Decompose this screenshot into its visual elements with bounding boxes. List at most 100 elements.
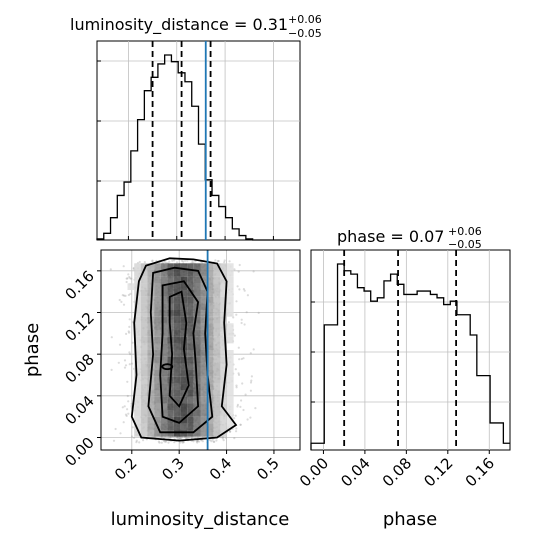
density-2d-cell <box>213 370 221 377</box>
density-2d-sample-point <box>237 373 241 376</box>
density-2d-cell <box>220 283 227 290</box>
density-2d-cell <box>213 416 221 424</box>
density-2d-sample-point <box>191 260 194 263</box>
density-2d-cell <box>147 356 154 364</box>
density-2d-cell <box>167 263 174 270</box>
title-phase: phase = 0.07 <box>337 227 444 246</box>
density-2d-cell <box>220 310 227 317</box>
density-2d-cell <box>154 370 161 377</box>
density-2d-cell <box>200 410 208 417</box>
density-2d-cell <box>227 270 234 277</box>
density-2d-sample-point <box>240 321 243 325</box>
density-2d-cell <box>147 396 154 404</box>
density-2d-cell <box>154 290 161 297</box>
density-2d-sample-point <box>165 440 168 443</box>
density-2d-sample-point <box>128 331 131 334</box>
density-2d-sample-point <box>120 300 123 303</box>
density-2d-cell <box>127 283 135 290</box>
density-2d-cell <box>213 276 221 284</box>
density-2d-cell <box>134 430 141 437</box>
density-2d-sample-point <box>249 381 253 384</box>
density-2d-cell <box>154 276 161 284</box>
density-2d-cell <box>187 323 194 330</box>
density-2d-cell <box>147 403 154 410</box>
density-2d-cell <box>200 283 208 290</box>
density-2d-cell <box>193 316 201 324</box>
density-2d-sample-point <box>130 277 133 280</box>
density-2d-cell <box>154 263 161 270</box>
density-2d-sample-point <box>216 259 219 263</box>
density-2d-cell <box>167 290 174 297</box>
density-2d-ytick-label: 0.08 <box>61 350 97 386</box>
density-2d-cell <box>207 336 214 344</box>
density-2d-sample-point <box>223 259 226 262</box>
density-2d-cell <box>160 323 168 330</box>
density-2d-cell <box>227 376 234 384</box>
density-2d-cell <box>160 416 168 424</box>
density-2d-cell <box>220 330 227 337</box>
density-2d-xtick-label: 0.3 <box>158 454 188 484</box>
title-phase-plus: +0.06 <box>448 225 482 238</box>
density-2d-sample-point <box>221 437 224 440</box>
density-2d-sample-point <box>236 403 239 406</box>
density-2d-cell <box>207 330 214 337</box>
density-2d-sample-point <box>122 421 125 424</box>
density-2d-cell <box>140 390 148 397</box>
density-2d-sample-point <box>182 260 185 263</box>
density-2d-cell <box>134 310 141 317</box>
density-2d-cell <box>147 430 154 437</box>
density-2d-cell <box>174 350 181 357</box>
density-2d-cell <box>160 316 168 324</box>
density-2d-cell <box>187 296 194 304</box>
density-2d-xtick-label: 0.4 <box>206 454 236 484</box>
density-2d-sample-point <box>214 259 217 262</box>
density-2d-cell <box>213 403 221 410</box>
density-2d-cell <box>200 263 208 270</box>
density-2d-sample-point <box>184 436 187 439</box>
density-2d-cell <box>174 303 181 310</box>
density-2d-sample-point <box>114 427 117 431</box>
density-2d-cell <box>167 430 174 437</box>
density-2d-cell <box>167 396 174 404</box>
density-2d-cell <box>160 296 168 304</box>
density-2d-cell <box>200 310 208 317</box>
density-2d-cell <box>220 263 227 270</box>
density-2d-cell <box>140 376 148 384</box>
density-2d-cell <box>200 296 208 304</box>
density-2d-sample-point <box>180 437 183 440</box>
density-2d-cell <box>180 276 188 284</box>
density-2d-cell <box>160 263 168 270</box>
density-2d-cell <box>200 270 208 277</box>
density-2d-cell <box>180 363 188 370</box>
density-2d-cell <box>134 356 141 364</box>
density-2d-cell <box>140 290 148 297</box>
title-luminosity-distance: luminosity_distance = 0.31 <box>70 15 288 35</box>
density-2d-sample-point <box>249 416 252 419</box>
density-2d-sample-point <box>190 436 193 439</box>
density-2d-sample-point <box>232 316 235 319</box>
density-2d-cell <box>200 403 208 410</box>
density-2d-cell <box>180 370 188 377</box>
density-2d-cell <box>174 376 181 384</box>
density-2d-cell <box>227 416 234 424</box>
density-2d-cell <box>140 430 148 437</box>
density-2d-cell <box>200 356 208 364</box>
title-luminosity-distance-minus: −0.05 <box>288 27 322 40</box>
density-2d-sample-point <box>250 375 253 378</box>
density-2d-cell <box>220 423 227 430</box>
density-2d-cell <box>174 430 181 437</box>
density-2d-cell <box>140 316 148 324</box>
density-2d-cell <box>174 396 181 404</box>
density-2d-contour <box>159 280 200 424</box>
x-axis-label-luminosity-distance: luminosity_distance <box>111 509 290 530</box>
density-2d-cell <box>147 283 154 290</box>
density-2d-cell <box>140 363 148 370</box>
density-2d-sample-point <box>126 394 129 398</box>
density-2d-sample-point <box>233 437 236 440</box>
density-2d-cell <box>167 296 174 304</box>
density-2d-cell <box>180 423 188 430</box>
density-2d-sample-point <box>151 260 154 263</box>
density-2d-cell <box>180 416 188 424</box>
density-2d-sample-point <box>192 440 195 443</box>
density-2d-cell <box>227 323 234 330</box>
